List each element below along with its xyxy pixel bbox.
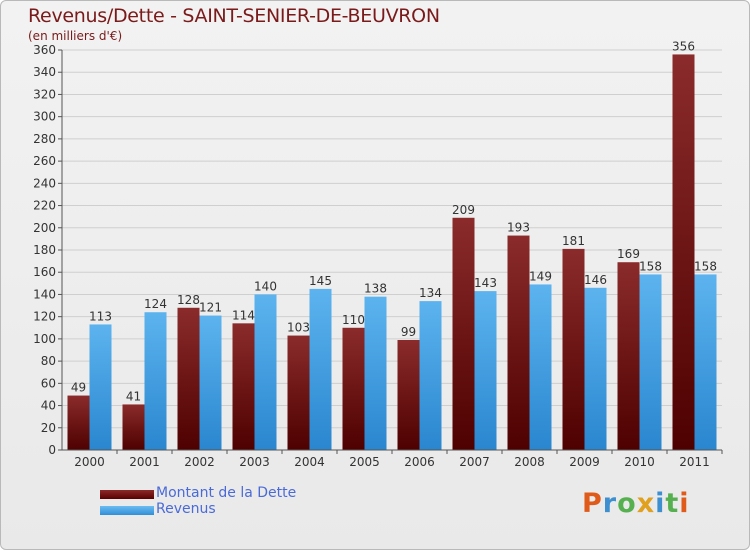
x-tick-label: 2010 (624, 455, 655, 469)
dette-value-label: 169 (617, 247, 640, 261)
revenus-bar (694, 274, 717, 450)
legend-label-dette: Montant de la Dette (156, 485, 297, 501)
revenus-value-label: 145 (309, 274, 332, 288)
dette-bar (287, 335, 310, 450)
legend-label-revenus: Revenus (156, 501, 216, 517)
legend-swatch-dette (100, 490, 154, 499)
x-tick-label: 2002 (184, 455, 215, 469)
dette-bar (397, 340, 420, 450)
dette-bar (177, 307, 200, 450)
dette-value-label: 193 (507, 221, 530, 235)
revenus-bar (144, 312, 167, 450)
dette-bar (562, 248, 585, 450)
dette-bar (342, 327, 365, 450)
dette-bar (122, 404, 145, 450)
x-tick-label: 2005 (349, 455, 380, 469)
y-tick-label: 140 (33, 287, 56, 301)
revenus-value-label: 134 (419, 286, 442, 300)
revenus-value-label: 121 (199, 301, 222, 315)
y-tick-label: 240 (33, 176, 56, 190)
dette-value-label: 103 (287, 321, 310, 335)
proxiti-logo: Proxiti (582, 488, 690, 519)
y-tick-label: 120 (33, 310, 56, 324)
dette-value-label: 114 (232, 308, 255, 322)
dette-bar (507, 235, 530, 450)
revenus-value-label: 149 (529, 269, 552, 283)
revenus-bar (364, 296, 387, 450)
x-tick-label: 2006 (404, 455, 435, 469)
revenus-bar (419, 301, 442, 450)
dette-value-label: 99 (401, 325, 416, 339)
revenus-value-label: 158 (694, 259, 717, 273)
revenus-bar (529, 284, 552, 450)
x-tick-label: 2007 (459, 455, 490, 469)
chart-title: Revenus/Dette - SAINT-SENIER-DE-BEUVRON (28, 5, 440, 27)
revenus-value-label: 138 (364, 282, 387, 296)
revenus-value-label: 143 (474, 276, 497, 290)
dette-value-label: 209 (452, 203, 475, 217)
x-tick-label: 2001 (129, 455, 160, 469)
revenus-value-label: 146 (584, 273, 607, 287)
y-tick-label: 220 (33, 199, 56, 213)
y-tick-label: 300 (33, 110, 56, 124)
revenus-bar (199, 315, 222, 450)
x-tick-label: 2008 (514, 455, 545, 469)
revenus-bar (639, 274, 662, 450)
x-tick-label: 2009 (569, 455, 600, 469)
y-tick-label: 40 (41, 399, 56, 413)
x-tick-label: 2000 (74, 455, 105, 469)
dette-bar (232, 323, 255, 450)
dette-value-label: 110 (342, 313, 365, 327)
dette-bar (67, 395, 90, 450)
y-tick-label: 280 (33, 132, 56, 146)
y-tick-label: 260 (33, 154, 56, 168)
x-tick-label: 2011 (679, 455, 710, 469)
revenus-bar (474, 291, 497, 450)
revenus-bar (254, 294, 277, 450)
y-tick-label: 340 (33, 65, 56, 79)
dette-value-label: 128 (177, 293, 200, 307)
dette-value-label: 356 (672, 39, 695, 53)
dette-bar (452, 217, 475, 450)
y-tick-label: 180 (33, 243, 56, 257)
dette-bar (672, 54, 695, 450)
revenus-bar (89, 324, 112, 450)
dette-value-label: 41 (126, 389, 141, 403)
y-tick-label: 200 (33, 221, 56, 235)
revenus-value-label: 158 (639, 259, 662, 273)
y-tick-label: 360 (33, 43, 56, 57)
chart-subtitle: (en milliers d'€) (28, 29, 123, 43)
dette-value-label: 181 (562, 234, 585, 248)
revenus-value-label: 124 (144, 297, 167, 311)
revenus-bar (584, 287, 607, 450)
y-tick-label: 60 (41, 376, 56, 390)
dette-value-label: 49 (71, 381, 86, 395)
legend-swatch-revenus (100, 506, 154, 515)
x-tick-label: 2004 (294, 455, 325, 469)
dette-bar (617, 262, 640, 450)
y-tick-label: 100 (33, 332, 56, 346)
x-tick-label: 2003 (239, 455, 270, 469)
y-tick-label: 160 (33, 265, 56, 279)
revenus-value-label: 113 (89, 309, 112, 323)
revenus-value-label: 140 (254, 279, 277, 293)
y-tick-label: 80 (41, 354, 56, 368)
y-tick-label: 20 (41, 421, 56, 435)
y-tick-label: 320 (33, 87, 56, 101)
revenus-bar (309, 288, 332, 450)
y-tick-label: 0 (48, 443, 56, 457)
